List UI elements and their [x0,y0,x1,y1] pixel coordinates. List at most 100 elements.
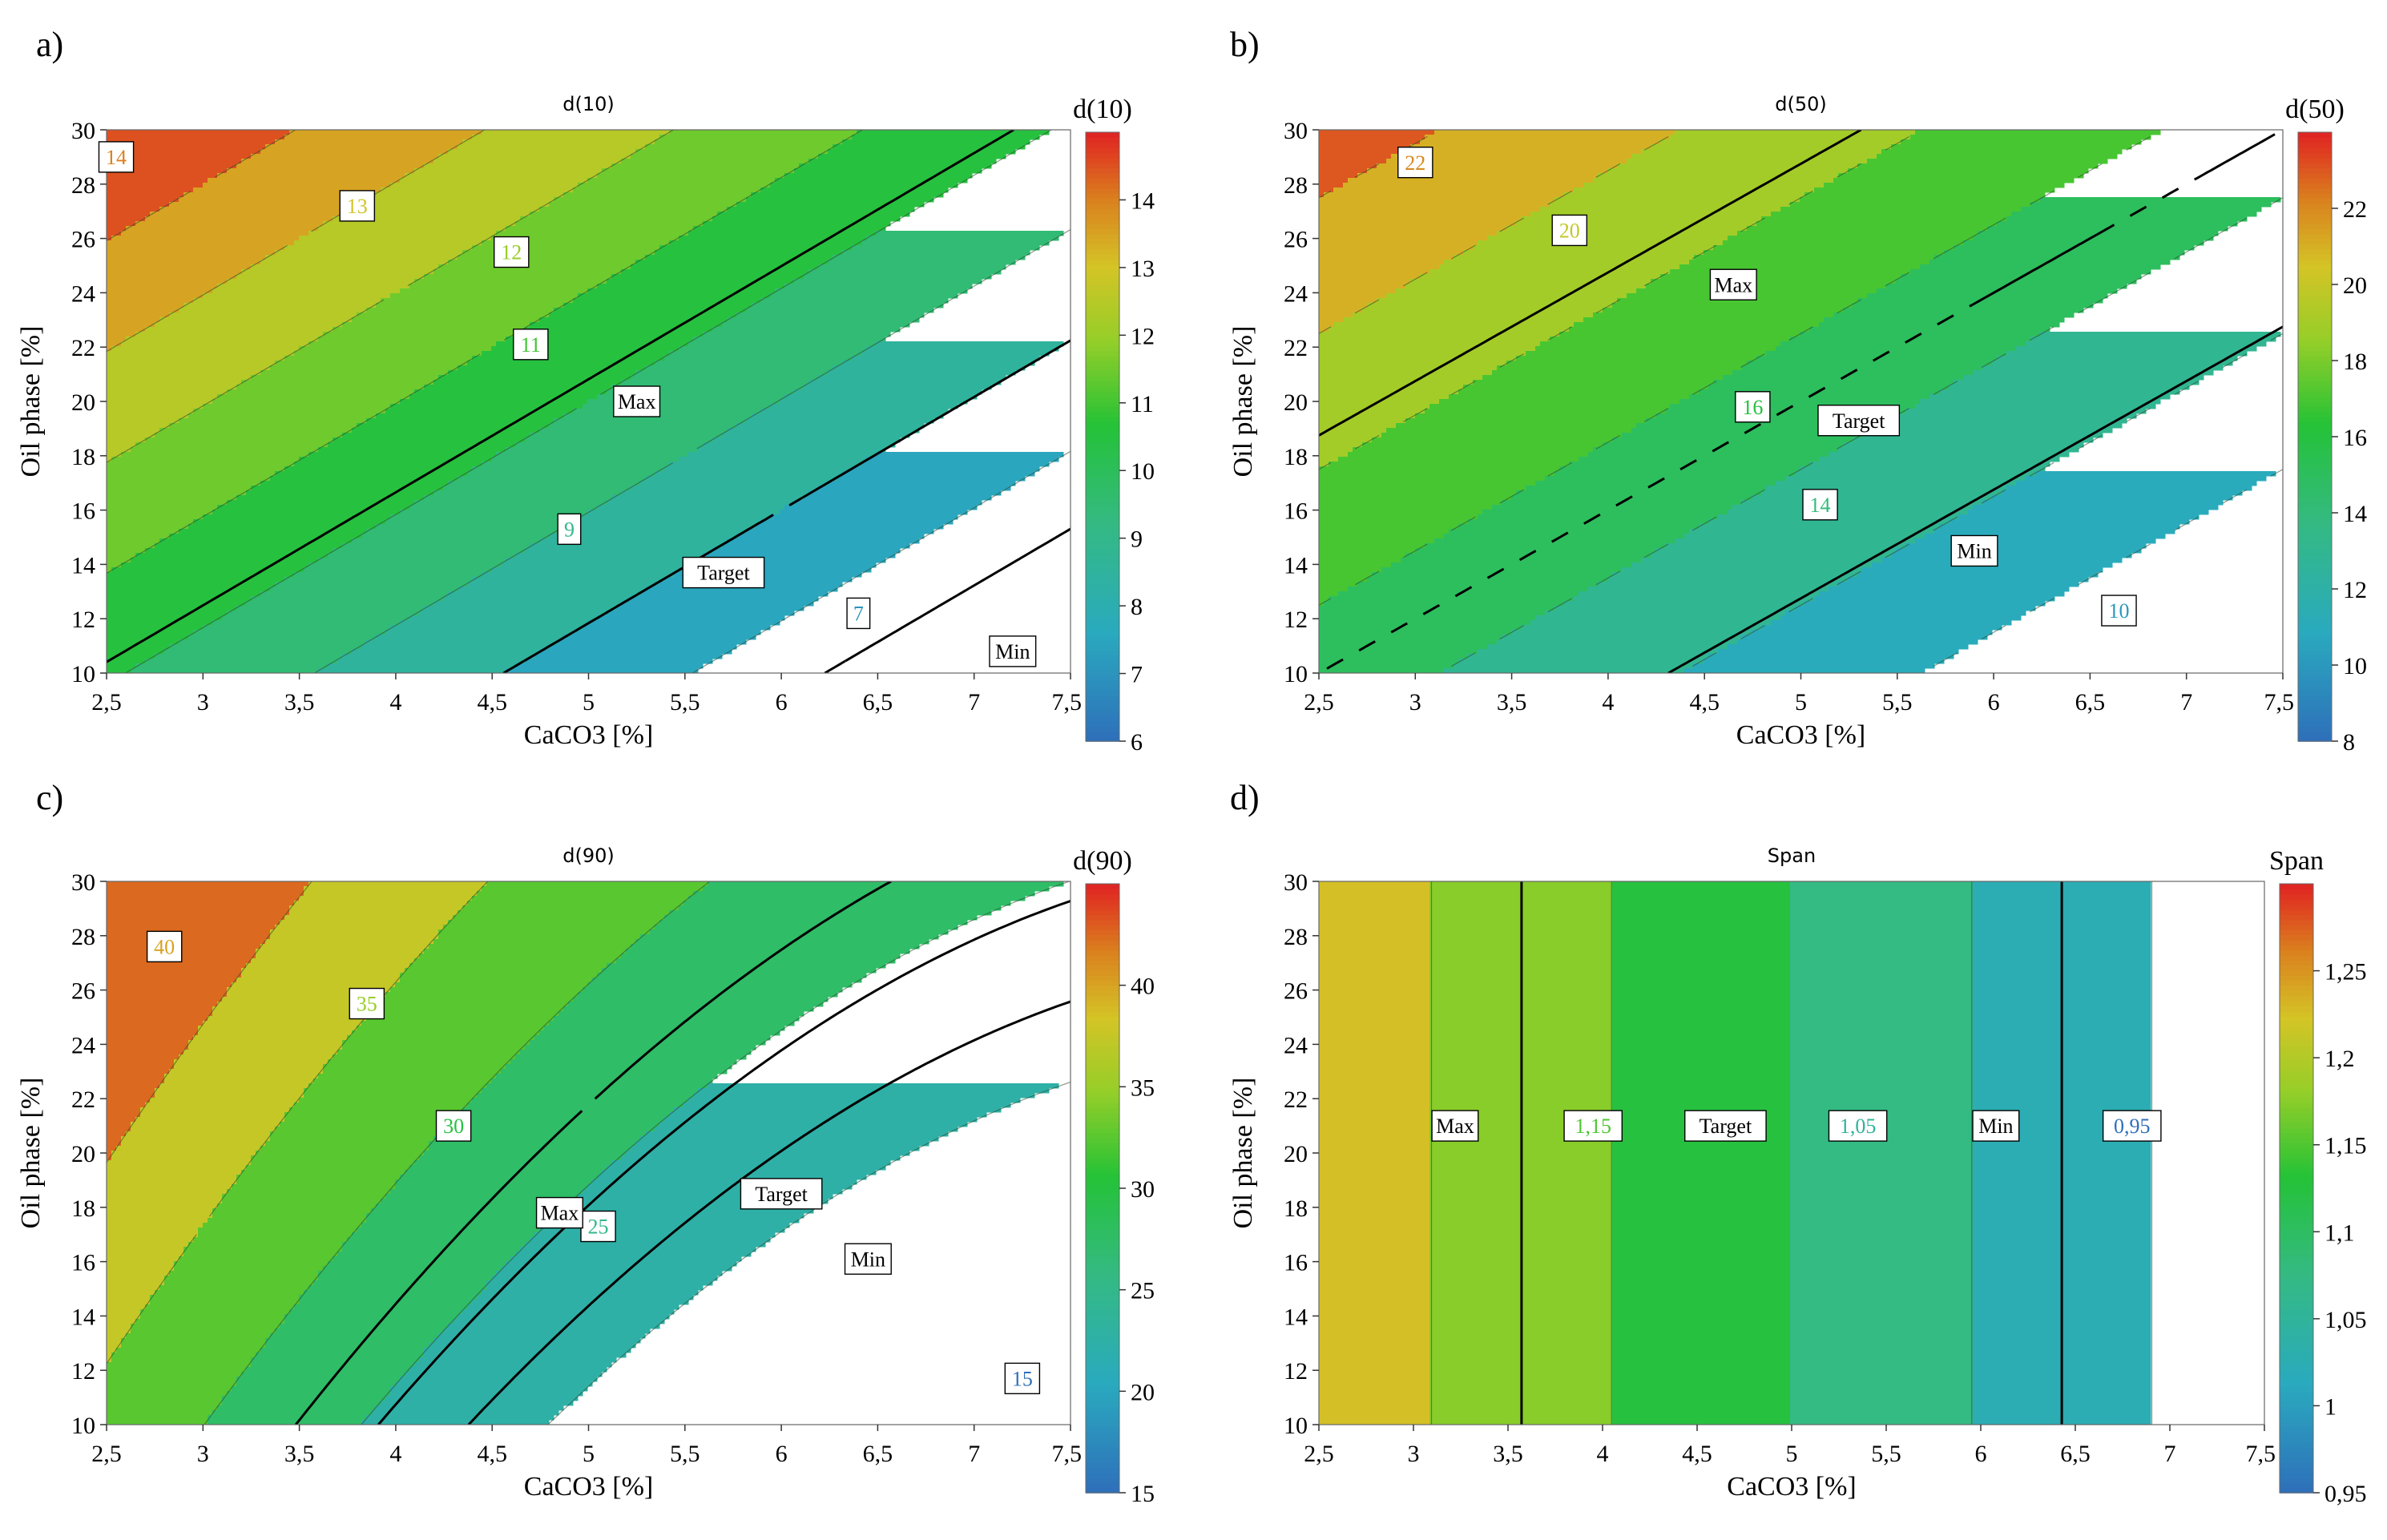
contour-label: 35 [349,987,385,1020]
colorbar-segment [2280,1193,2313,1199]
y-tick-label: 14 [1284,552,1308,579]
y-axis-label: Oil phase [%] [16,1078,46,1229]
x-tick-label: 7,5 [2264,689,2295,716]
target-label-target-text: Target [755,1183,808,1206]
colorbar-segment [1086,543,1119,550]
x-tick-label: 5,5 [1871,1441,1901,1467]
x-tick-label: 3 [197,689,209,716]
colorbar-segment [2298,208,2332,215]
colorbar-segment [1086,1107,1119,1113]
colorbar-segment [1086,213,1119,220]
colorbar-segment [1086,680,1119,687]
contour-label-text: 7 [853,603,864,626]
colorbar-segment [1086,670,1119,676]
colorbar-segment [1086,269,1119,276]
colorbar-segment [2298,294,2332,300]
colorbar-segment [2298,548,2332,554]
colorbar-segment [2280,1137,2313,1143]
colorbar-segment [1086,934,1119,941]
x-tick-label: 5 [583,689,595,716]
colorbar-segment [1086,385,1119,392]
colorbar-segment [1086,1269,1119,1276]
colorbar-segment [1086,507,1119,514]
colorbar-segment [1086,995,1119,1002]
colorbar-segment [1086,1030,1119,1037]
colorbar-segment [1086,1335,1119,1341]
colorbar-segment [1086,183,1119,189]
colorbar-segment [2298,137,2332,143]
colorbar: d(90) 15 20 25 30 35 40 [1073,846,1155,1507]
contour-label-box [494,236,530,268]
colorbar-segment [1086,568,1119,574]
colorbar-segment [2280,945,2313,951]
colorbar-segment [1086,975,1119,982]
colorbar-segment [2280,1421,2313,1428]
contour-label-text: 0,95 [2114,1115,2151,1138]
colorbar-segment [2298,599,2332,605]
colorbar-segment [2298,467,2332,474]
y-tick-label: 24 [1284,280,1308,307]
contour-label: 1,05 [1828,1110,1888,1142]
colorbar-segment [2280,1198,2313,1204]
colorbar-segment [1086,315,1119,321]
colorbar-segment [1086,1249,1119,1256]
colorbar-title: Span [2269,846,2324,876]
colorbar-segment [2280,1478,2313,1484]
colorbar-segment [2280,1295,2313,1301]
colorbar-segment [1086,1147,1119,1154]
colorbar-segment [2298,655,2332,661]
colorbar-tick-label: 35 [1131,1074,1155,1101]
colorbar-segment [2298,218,2332,224]
colorbar-segment [1086,224,1119,230]
y-tick-label: 26 [1284,227,1308,253]
colorbar-segment [1086,294,1119,300]
colorbar-segment [1086,441,1119,448]
panel-letter: c) [36,778,63,817]
y-axis-label: Oil phase [%] [1228,1078,1258,1229]
colorbar-segment [2298,309,2332,316]
target-label-target: Target [1817,405,1901,437]
contour-label: 16 [1735,391,1771,423]
colorbar-tick-label: 22 [2343,196,2367,223]
colorbar-segment [2280,1432,2313,1438]
target-label-min: Min [1972,1110,2020,1142]
contour-line-2 [1451,197,2283,667]
colorbar-segment [2280,1167,2313,1174]
target-label-target-box [682,556,765,589]
colorbar-segment [1086,335,1119,341]
colorbar-segment [2298,487,2332,494]
colorbar-segment [2298,670,2332,676]
colorbar-segment [2298,736,2332,742]
colorbar-segment [1086,477,1119,483]
colorbar-segment [2298,350,2332,357]
colorbar-segment [1086,970,1119,976]
colorbar-segment [1086,904,1119,910]
colorbar-segment [1086,1478,1119,1484]
x-tick-label: 5 [1795,689,1807,716]
contour-label-text: 9 [564,518,575,541]
colorbar-segment [2298,157,2332,163]
colorbar-segment [1086,639,1119,646]
colorbar-tick-label: 1,1 [2325,1220,2355,1246]
colorbar-segment [1086,705,1119,712]
colorbar-segment [1086,137,1119,143]
colorbar-segment [2298,289,2332,296]
colorbar-segment [1086,1300,1119,1306]
contour-label-text: 1,15 [1575,1115,1611,1138]
y-tick-label: 14 [71,552,95,579]
colorbar-segment [2298,284,2332,291]
colorbar-segment [1086,614,1119,620]
colorbar-segment [2280,1158,2313,1164]
colorbar-segment [2298,644,2332,651]
target-line-max [1319,130,1862,437]
colorbar-segment [1086,437,1119,443]
colorbar-segment [1086,675,1119,681]
y-tick-label: 16 [71,498,95,525]
colorbar-segment [2298,198,2332,204]
colorbar-segment [2280,1437,2313,1443]
colorbar-segment [1086,899,1119,905]
colorbar-segment [1086,345,1119,352]
contour-line-0 [547,1081,1071,1425]
colorbar-segment [1086,1239,1119,1245]
x-tick-label: 4,5 [477,689,507,716]
